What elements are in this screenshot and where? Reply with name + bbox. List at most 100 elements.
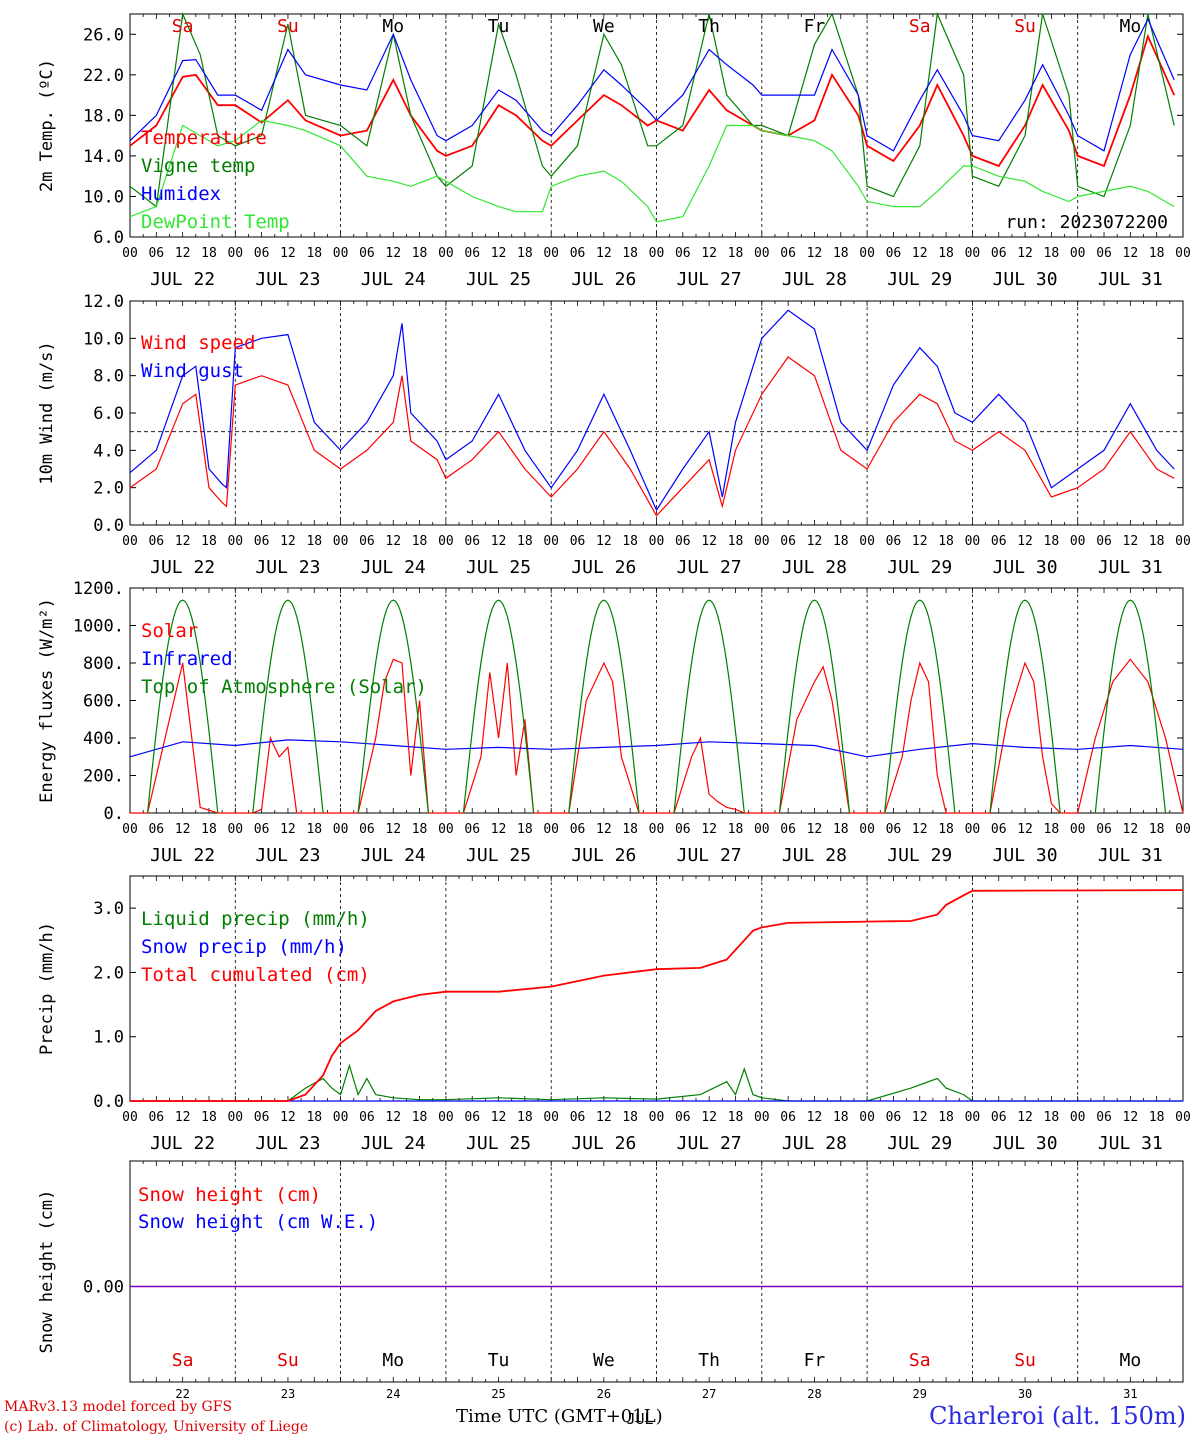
legend-item: Infrared — [141, 648, 233, 670]
x-hour-label: 12 — [1123, 246, 1139, 261]
x-day-label: JUL 29 — [887, 557, 952, 578]
x-hour-label: 06 — [148, 534, 164, 549]
y-axis-label: 10m Wind (m/s) — [37, 341, 57, 484]
x-hour-label: 00 — [122, 534, 138, 549]
y-axis-label: Precip (mm/h) — [37, 922, 57, 1055]
x-hour-label: 00 — [438, 246, 454, 261]
x-day-label: JUL 29 — [887, 269, 952, 290]
day-number-label: 30 — [1018, 1387, 1032, 1401]
x-hour-label: 12 — [385, 534, 401, 549]
y-tick-label: 12.0 — [83, 292, 124, 312]
x-hour-label: 06 — [464, 246, 480, 261]
run-label: run: 2023072200 — [1005, 212, 1168, 233]
x-day-label: JUL 23 — [255, 1133, 320, 1154]
x-day-label: JUL 22 — [150, 845, 215, 866]
weekday-label: Fr — [804, 1350, 826, 1371]
x-hour-label: 12 — [175, 822, 191, 837]
x-hour-label: 12 — [491, 822, 507, 837]
x-hour-label: 18 — [622, 822, 638, 837]
x-hour-label: 06 — [464, 1110, 480, 1125]
series-total-cumulated-cm — [130, 889, 1184, 1102]
x-hour-label: 00 — [649, 1110, 665, 1125]
x-hour-label: 12 — [1123, 1110, 1139, 1125]
x-hour-label: 00 — [859, 534, 875, 549]
x-hour-label: 00 — [227, 1110, 243, 1125]
x-hour-label: 18 — [201, 822, 217, 837]
x-hour-label: 06 — [991, 1110, 1007, 1125]
x-hour-label: 06 — [675, 534, 691, 549]
x-hour-label: 12 — [280, 534, 296, 549]
y-tick-label: 200. — [83, 767, 124, 787]
x-day-label: JUL 25 — [466, 845, 531, 866]
x-hour-label: 12 — [596, 1110, 612, 1125]
x-day-label: JUL 28 — [782, 269, 847, 290]
x-day-label: JUL 26 — [571, 845, 636, 866]
x-hour-label: 12 — [385, 822, 401, 837]
x-day-label: JUL 26 — [571, 269, 636, 290]
x-hour-label: 12 — [701, 822, 717, 837]
x-hour-label: 00 — [333, 246, 349, 261]
x-hour-label: 12 — [596, 246, 612, 261]
series-dewpoint-temp — [129, 119, 1175, 223]
x-hour-label: 00 — [438, 534, 454, 549]
legend-item: Humidex — [141, 183, 221, 205]
x-hour-label: 18 — [517, 1110, 533, 1125]
x-hour-label: 00 — [754, 1110, 770, 1125]
y-axis-label: 2m Temp. (ºC) — [37, 59, 57, 192]
x-hour-label: 00 — [965, 822, 981, 837]
series-solar — [130, 658, 1184, 814]
x-hour-label: 06 — [991, 534, 1007, 549]
x-hour-label: 00 — [965, 534, 981, 549]
x-hour-label: 18 — [201, 1110, 217, 1125]
legend-item: Snow height (cm) — [138, 1184, 321, 1206]
x-day-label: JUL 29 — [887, 1133, 952, 1154]
y-tick-label: 2.0 — [93, 963, 124, 983]
x-hour-label: 06 — [148, 822, 164, 837]
x-hour-label: 18 — [833, 822, 849, 837]
x-hour-label: 12 — [912, 534, 928, 549]
y-tick-label: 1200. — [73, 579, 124, 599]
x-hour-label: 18 — [412, 246, 428, 261]
x-hour-label: 00 — [227, 246, 243, 261]
x-hour-label: 18 — [1149, 534, 1165, 549]
x-day-label: JUL 24 — [361, 1133, 426, 1154]
x-hour-label: 00 — [227, 534, 243, 549]
panel-4: 0.0 1.0 2.0 3.0 Precip (mm/h) 00 06 12 18 JUL 22 0… — [37, 875, 1191, 1154]
x-day-label: JUL 25 — [466, 557, 531, 578]
x-day-label: JUL 24 — [361, 845, 426, 866]
y-tick-label: 6.0 — [93, 228, 124, 248]
y-tick-label: 26.0 — [83, 25, 124, 45]
weekday-label: Sa — [172, 16, 194, 37]
x-hour-label: 12 — [280, 1110, 296, 1125]
weekday-label: Tu — [488, 1350, 510, 1371]
x-hour-label: 06 — [254, 1110, 270, 1125]
x-hour-label: 06 — [254, 822, 270, 837]
weekday-label: Su — [277, 1350, 299, 1371]
y-tick-label: 6.0 — [93, 404, 124, 424]
day-number-label: 22 — [175, 1387, 189, 1401]
x-hour-label: 12 — [807, 1110, 823, 1125]
x-hour-label: 18 — [517, 246, 533, 261]
x-hour-label: 12 — [175, 534, 191, 549]
x-hour-label: 18 — [728, 1110, 744, 1125]
x-hour-label: 06 — [780, 822, 796, 837]
x-hour-label: 00 — [1070, 822, 1086, 837]
series-temperature — [129, 33, 1176, 168]
y-tick-label: 10.0 — [83, 329, 124, 349]
x-hour-label: 06 — [464, 534, 480, 549]
x-hour-label: 00 — [859, 1110, 875, 1125]
x-hour-label: 18 — [833, 1110, 849, 1125]
x-hour-label: 12 — [912, 822, 928, 837]
x-hour-label: 12 — [1017, 534, 1033, 549]
day-number-label: 29 — [913, 1387, 927, 1401]
x-hour-label: 12 — [1017, 246, 1033, 261]
x-hour-label: 00 — [649, 822, 665, 837]
x-hour-label: 12 — [1123, 534, 1139, 549]
credit-model: MARv3.13 model forced by GFS — [4, 1399, 233, 1415]
x-hour-label: 00 — [754, 822, 770, 837]
x-hour-label: 00 — [122, 1110, 138, 1125]
x-hour-label: 00 — [543, 822, 559, 837]
x-hour-label: 06 — [886, 534, 902, 549]
x-hour-label: 00 — [333, 534, 349, 549]
x-hour-label: 18 — [517, 534, 533, 549]
